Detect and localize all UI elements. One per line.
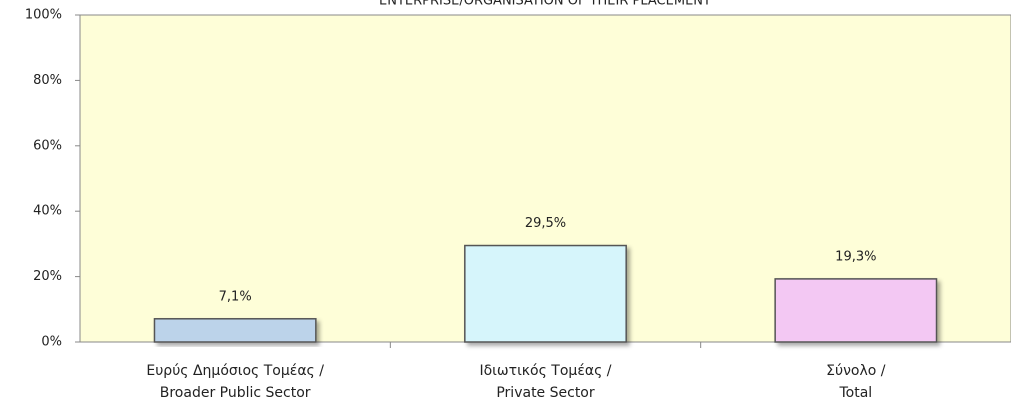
- bar: [774, 278, 938, 343]
- chart-title: ENTERPRISE/ORGANISATION OF THEIR PLACEME…: [379, 0, 711, 9]
- x-tick-label: Ευρύς Δημόσιος Τομέας / Broader Public S…: [146, 363, 324, 401]
- y-tick-label: 100%: [25, 8, 62, 23]
- data-label: 7,1%: [219, 289, 252, 304]
- x-tick-label: Σύνολο / Total: [826, 363, 886, 401]
- y-tick-label: 0%: [41, 335, 62, 350]
- data-label: 29,5%: [525, 216, 566, 231]
- data-label: 19,3%: [835, 249, 876, 264]
- y-tick-label: 80%: [33, 73, 62, 88]
- y-tick-label: 60%: [33, 138, 62, 153]
- bar: [153, 318, 317, 343]
- y-tick-label: 40%: [33, 204, 62, 219]
- y-tick-label: 20%: [33, 269, 62, 284]
- x-tick-label: Ιδιωτικός Τομέας / Private Sector: [479, 363, 612, 401]
- bar: [464, 244, 627, 343]
